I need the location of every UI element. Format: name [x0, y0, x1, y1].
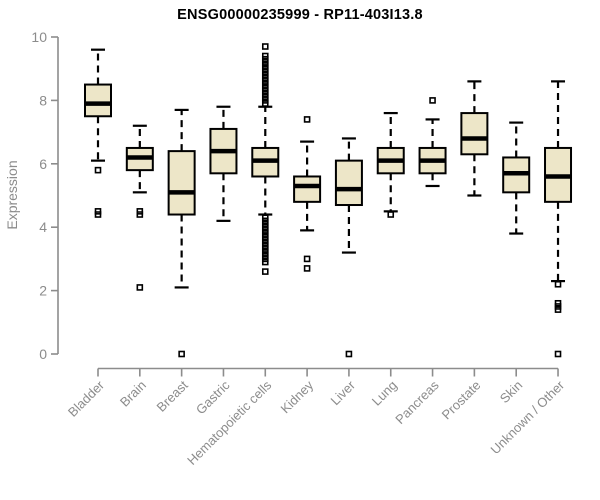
outlier-point [261, 268, 269, 275]
outlier-point [554, 280, 562, 288]
x-category-label: Bladder [65, 377, 108, 420]
box-group-kidney [293, 116, 322, 272]
y-tick-label: 0 [39, 346, 47, 362]
outlier-point [178, 350, 185, 358]
y-tick-label: 8 [39, 92, 47, 108]
box-group-prostate [460, 80, 489, 197]
box-group-unknown-other [544, 80, 573, 358]
box-group-bladder [84, 48, 112, 218]
outlier-point [94, 211, 102, 218]
x-category-label: Lung [369, 378, 400, 409]
outlier-point [303, 255, 311, 263]
box-group-gastric [209, 105, 238, 222]
outlier-point [554, 306, 562, 313]
x-category-label: Skin [497, 378, 525, 406]
box-group-brain [125, 124, 154, 291]
outlier-point [303, 265, 311, 272]
x-category-label: Kidney [278, 377, 317, 416]
outlier-point [94, 166, 102, 174]
box-group-skin [502, 121, 531, 235]
outlier-point [136, 284, 144, 291]
outlier-point [429, 97, 436, 104]
iqr-box [167, 150, 196, 216]
box-group-breast [167, 108, 196, 358]
box-group-lung [376, 111, 405, 218]
outlier-point [345, 350, 353, 358]
box-group-hematopoietic-cells [251, 43, 280, 275]
outlier-point [554, 350, 562, 358]
iqr-box [84, 83, 112, 118]
outlier-point [387, 211, 395, 218]
x-category-label: Pancreas [392, 377, 442, 427]
iqr-box [334, 159, 363, 207]
iqr-box [460, 112, 489, 156]
y-tick-label: 6 [39, 156, 47, 172]
y-tick-label: 2 [39, 283, 47, 299]
box-group-pancreas [418, 97, 447, 188]
x-category-label: Breast [154, 377, 191, 414]
y-axis: 0 2 4 6 8 10 [31, 29, 59, 362]
y-tick-label: 10 [31, 29, 47, 45]
outlier-point [303, 116, 311, 123]
x-category-label: Liver [328, 377, 359, 408]
outlier-point [261, 43, 269, 50]
x-category-label: Gastric [193, 377, 233, 417]
outlier-point [136, 211, 144, 218]
outlier-point [261, 100, 269, 107]
x-category-label: Prostate [439, 378, 484, 423]
outlier-point [261, 258, 269, 266]
iqr-box [293, 175, 322, 203]
box-group-liver [334, 137, 363, 358]
chart-title: ENSG00000235999 - RP11-403I13.8 [177, 7, 423, 23]
x-category-label: Unknown / Other [488, 377, 568, 457]
y-tick-label: 4 [39, 219, 47, 235]
x-category-label: Brain [117, 378, 149, 410]
